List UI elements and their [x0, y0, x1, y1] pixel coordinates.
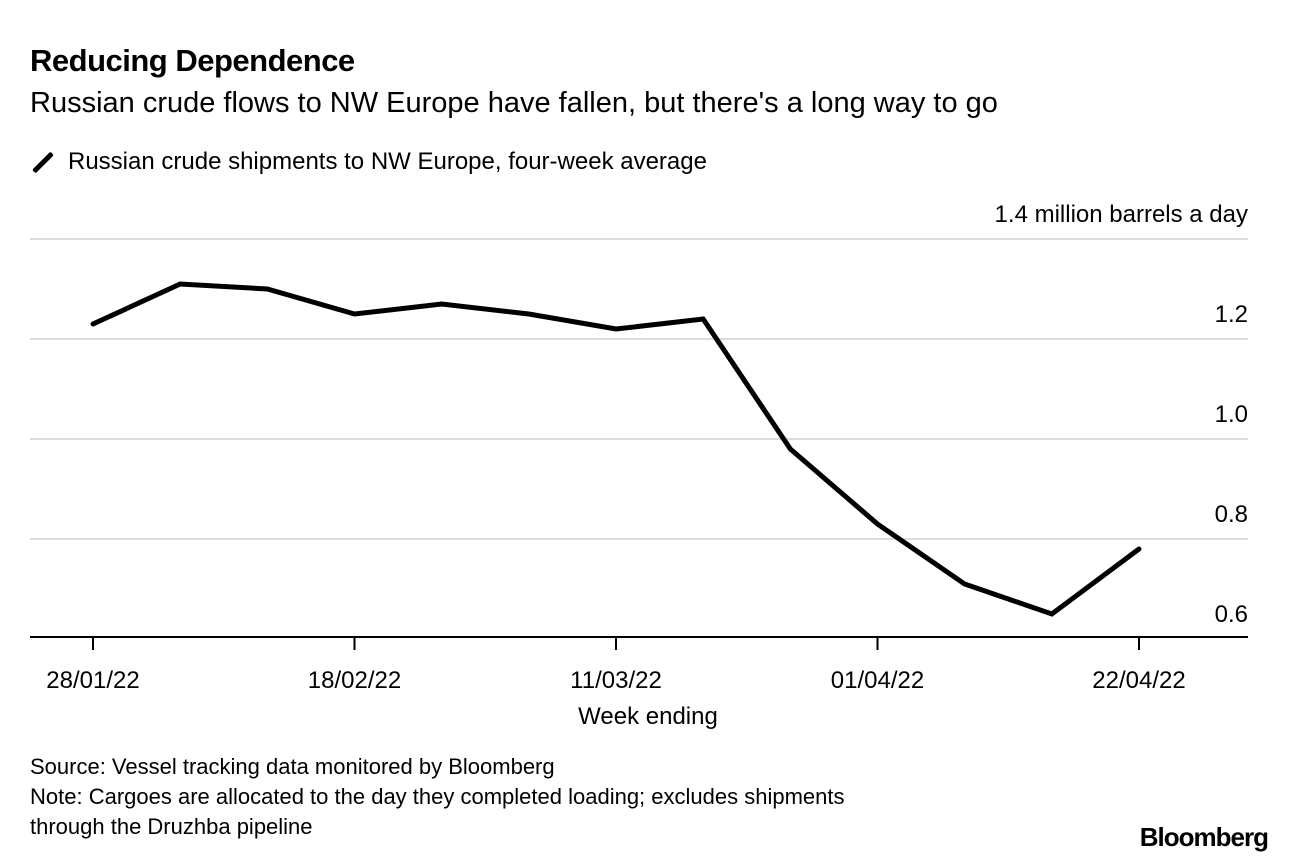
y-tick-label: 1.4 million barrels a day	[995, 201, 1248, 228]
x-tick-label: 11/03/22	[570, 667, 662, 694]
note-text-1: Note: Cargoes are allocated to the day t…	[30, 784, 845, 809]
y-tick-label: 1.2	[1215, 301, 1248, 328]
y-tick-label: 0.8	[1215, 501, 1248, 528]
x-tick-label: 28/01/22	[46, 667, 139, 694]
footnotes: Source: Vessel tracking data monitored b…	[30, 752, 844, 842]
legend: Russian crude shipments to NW Europe, fo…	[30, 148, 707, 176]
legend-label: Russian crude shipments to NW Europe, fo…	[68, 148, 707, 175]
line-chart: 0.6 0.8 1.0 1.2 1.4 million barrels a day 28/…	[30, 201, 1248, 730]
chart-title: Reducing Dependence	[30, 43, 355, 78]
x-tick-label: 01/04/22	[831, 667, 924, 694]
note-text-2: through the Druzhba pipeline	[30, 814, 313, 839]
y-tick-label: 0.6	[1215, 601, 1248, 628]
x-tick-label: 22/04/22	[1092, 667, 1185, 694]
chart-subtitle: Russian crude flows to NW Europe have fa…	[30, 87, 998, 119]
x-tick-label: 18/02/22	[308, 667, 401, 694]
series-line	[90, 281, 1142, 617]
x-axis-label: Week ending	[578, 703, 718, 730]
source-text: Source: Vessel tracking data monitored b…	[30, 754, 555, 779]
y-tick-label: 1.0	[1215, 401, 1248, 428]
bloomberg-logo: Bloomberg	[1139, 822, 1269, 852]
